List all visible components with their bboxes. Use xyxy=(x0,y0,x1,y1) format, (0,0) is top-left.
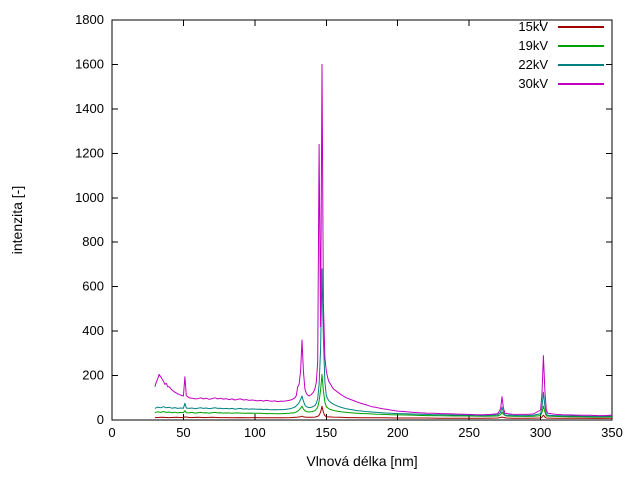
plot-border xyxy=(111,19,613,421)
y-tick-label: 400 xyxy=(82,323,104,338)
y-tick-label: 600 xyxy=(82,279,104,294)
series-line-19kv xyxy=(154,373,613,418)
x-axis-title: Vlnová délka [nm] xyxy=(306,453,418,469)
y-tick-label: 1200 xyxy=(75,145,104,160)
x-tick-label: 300 xyxy=(530,425,552,440)
legend: 15kV 19kV 22kV 30kV xyxy=(462,17,604,93)
legend-line-sample xyxy=(558,44,604,47)
series-line-22kv xyxy=(154,268,613,417)
legend-entry-22kv: 22kV xyxy=(462,55,604,74)
x-tick-label: 350 xyxy=(601,425,623,440)
y-tick-label: 1600 xyxy=(75,56,104,71)
legend-line-sample xyxy=(558,63,604,66)
legend-label: 30kV xyxy=(518,76,548,91)
legend-entry-30kv: 30kV xyxy=(462,74,604,93)
legend-label: 19kV xyxy=(518,38,548,53)
x-tick-label: 200 xyxy=(387,425,409,440)
legend-line-sample xyxy=(558,25,604,28)
legend-label: 15kV xyxy=(518,19,548,34)
x-tick-label: 0 xyxy=(108,425,115,440)
legend-line-sample xyxy=(558,82,604,85)
series-line-15kv xyxy=(154,405,613,419)
y-tick-label: 1000 xyxy=(75,190,104,205)
series-line-30kv xyxy=(154,63,613,417)
x-tick-label: 150 xyxy=(315,425,337,440)
y-tick-label: 200 xyxy=(82,368,104,383)
y-tick-label: 800 xyxy=(82,234,104,249)
x-tick-label: 100 xyxy=(244,425,266,440)
y-tick-label: 0 xyxy=(97,412,104,427)
x-tick-label: 250 xyxy=(458,425,480,440)
legend-entry-15kv: 15kV xyxy=(462,17,604,36)
y-axis-title: intenzita [-] xyxy=(9,185,25,255)
y-tick-label: 1800 xyxy=(75,12,104,27)
x-tick-label: 50 xyxy=(176,425,190,440)
legend-label: 22kV xyxy=(518,57,548,72)
y-tick-label: 1400 xyxy=(75,101,104,116)
legend-entry-19kv: 19kV xyxy=(462,36,604,55)
